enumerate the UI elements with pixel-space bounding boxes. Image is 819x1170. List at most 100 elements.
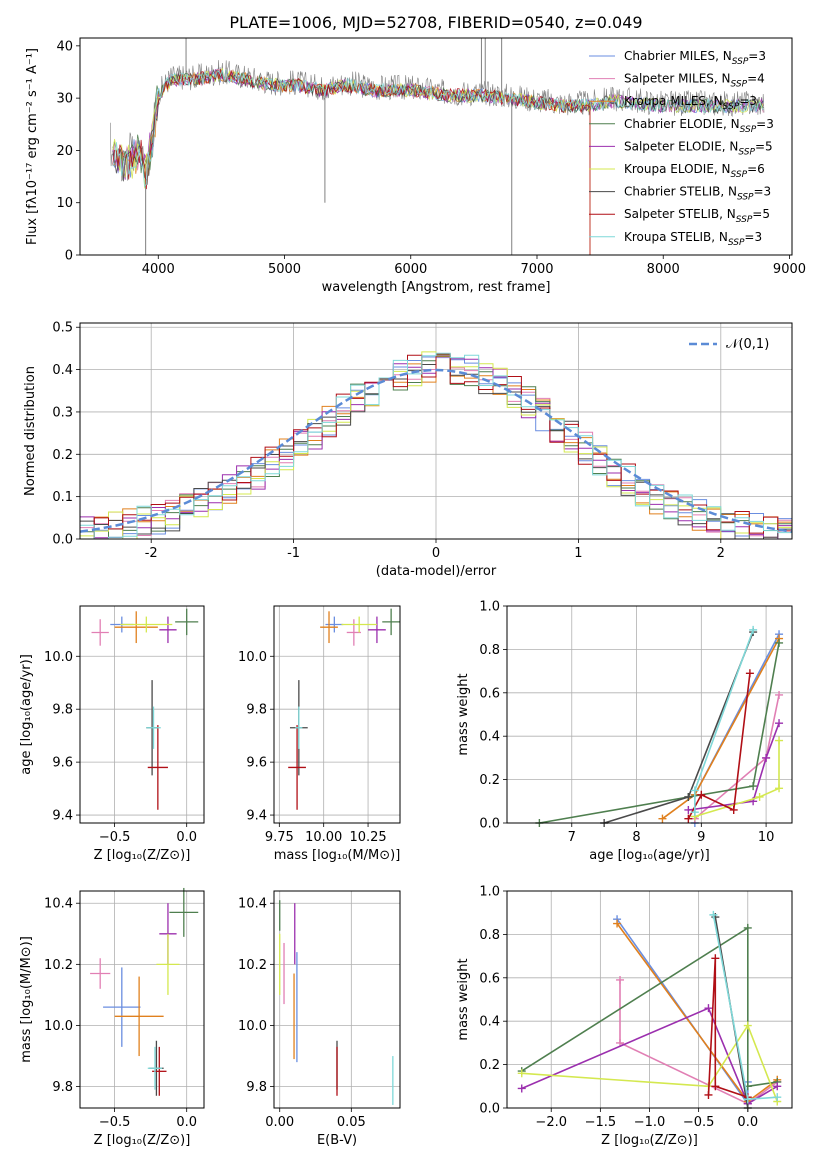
z-massweight-ytick-label: 0.6: [479, 971, 500, 986]
z-massweight-ylabel: mass weight: [456, 958, 471, 1040]
age-massweight-frame: [506, 605, 793, 824]
legend-label-sub: SSP: [731, 170, 748, 180]
legend-label-tail: =5: [752, 207, 770, 221]
ebv-mass-frame: [273, 890, 401, 1109]
legend-label-tail: =6: [747, 162, 765, 176]
age-massweight-marker-4-0: [684, 805, 693, 814]
age-massweight-marker-7-3: [745, 669, 754, 678]
z-massweight-marker-4-1: [704, 1004, 713, 1013]
legend-label-sub: SSP: [738, 147, 755, 157]
residual-ylabel: Normed distribution: [23, 366, 38, 496]
legend-label-name: Salpeter STELIB, N: [624, 207, 736, 221]
age-massweight-marker-5-1: [755, 792, 764, 801]
residual-histogram-7: [80, 353, 792, 539]
spectrum-panel: 4000 5000 6000 7000 8000 9000 0 10 20 30 40 wavelen…: [25, 37, 806, 295]
legend-label-sub: SSP: [736, 215, 753, 225]
z-massweight-marker-8-0: [709, 910, 718, 919]
legend-label-tail: =3: [748, 49, 766, 63]
mass-age-ytick-label: 10.0: [238, 650, 267, 665]
mass-age-ytick-label: 9.6: [246, 756, 267, 771]
z-massweight-xtick-label: −1.0: [634, 1115, 666, 1130]
age-massweight-marker-8-2: [749, 625, 758, 634]
z-massweight-ytick-label: 0.0: [479, 1102, 500, 1117]
legend-label-tail: =5: [755, 139, 773, 153]
residual-steps: [80, 351, 792, 539]
age-massweight-marker-3-2: [749, 782, 758, 791]
z-massweight-marker-7-1: [711, 954, 720, 963]
residual-histogram-8: [80, 352, 792, 539]
age-massweight-series-4: [688, 722, 780, 811]
z-massweight-marker-4-3: [773, 1082, 782, 1091]
legend-label-name: Salpeter MILES, N: [624, 72, 731, 86]
z-massweight-ytick-label: 1.0: [479, 885, 500, 900]
z-massweight-ytick-label: 0.4: [479, 1015, 500, 1030]
legend-label-5: Kroupa ELODIE, NSSP=6: [624, 162, 765, 180]
residual-xtick-label: 2: [717, 546, 725, 561]
spectrum-lines: [110, 38, 765, 255]
spectrum-xtick-label: 9000: [773, 262, 806, 277]
z-massweight-ytick-label: 0.2: [479, 1058, 500, 1073]
legend-label-8: Kroupa STELIB, NSSP=3: [624, 230, 762, 248]
mass-age-frame: [273, 605, 401, 824]
residual-xtick-label: 0: [432, 546, 440, 561]
mass-age-xtick-label: 10.00: [305, 830, 342, 845]
age-massweight-xtick-label: 8: [632, 830, 640, 845]
residual-xtick-label: 1: [574, 546, 582, 561]
age-massweight-marker-7-0: [684, 814, 693, 823]
z-massweight-frame: [506, 890, 793, 1109]
legend-label-tail: =3: [744, 230, 762, 244]
residual-ytick-label: 0.5: [52, 321, 73, 336]
legend-label-tail: =3: [739, 94, 757, 108]
z-massweight-marker-5-2: [743, 1021, 752, 1030]
ebv-mass-panel: 0.00 0.05 9.8 10.0 10.2 10.4 E(B-V): [238, 890, 401, 1148]
legend-label-4: Salpeter ELODIE, NSSP=5: [624, 139, 773, 157]
z-massweight-marker-7-0: [704, 1090, 713, 1099]
legend-label-6: Chabrier STELIB, NSSP=3: [624, 185, 771, 203]
z-age-ytick-label: 9.6: [52, 756, 73, 771]
z-massweight-panel: −2.0 −1.5 −1.0 −0.5 0.0 0.0 0.2 0.4 0.6 0.8 1.0 Z […: [456, 885, 793, 1148]
legend-label-sub: SSP: [732, 57, 749, 67]
z-massweight-series-7: [707, 958, 749, 1098]
age-massweight-xtick-label: 7: [568, 830, 576, 845]
mass-age-xtick-label: 9.75: [265, 830, 294, 845]
mass-age-xtick-label: 10.25: [349, 830, 386, 845]
spectrum-xtick-label: 6000: [394, 262, 427, 277]
z-massweight-marker-3-1: [743, 923, 752, 932]
z-massweight-xtick-label: −2.0: [535, 1115, 567, 1130]
z-massweight-marker-1-0: [616, 975, 625, 984]
z-massweight-marker-7-2: [711, 1082, 720, 1091]
z-mass-frame: [79, 890, 205, 1109]
age-massweight-ytick-label: 0.2: [479, 773, 500, 788]
residual-xtick-label: -2: [145, 546, 158, 561]
mass-age-ytick-label: 9.8: [246, 703, 267, 718]
z-mass-ylabel: mass [log₁₀(M/M⊙)]: [19, 936, 34, 1063]
z-mass-xlabel: Z [log₁₀(Z/Z⊙)]: [94, 1133, 191, 1148]
z-massweight-series-3: [521, 926, 778, 1088]
z-massweight-xtick-label: 0.0: [737, 1115, 758, 1130]
spectrum-model-8: [112, 69, 764, 188]
age-massweight-series-3: [539, 642, 780, 824]
legend-label-7: Salpeter STELIB, NSSP=5: [624, 207, 770, 225]
age-massweight-marker-4-3: [775, 719, 784, 728]
age-massweight-marker-8-0: [690, 808, 699, 817]
legend-label-name: Kroupa STELIB, N: [624, 230, 728, 244]
z-massweight-series-5: [521, 1023, 779, 1102]
age-massweight-marker-7-2: [729, 805, 738, 814]
age-massweight-marker-2-0: [658, 814, 667, 823]
age-massweight-xtick-label: 10: [758, 830, 775, 845]
age-massweight-marker-8-1: [690, 786, 699, 795]
z-mass-xtick-label: 0.0: [176, 1115, 197, 1130]
legend-label-0: Chabrier MILES, NSSP=3: [624, 49, 766, 67]
residual-legend-label: 𝒩(0,1): [726, 337, 769, 352]
ebv-mass-ytick-label: 10.2: [238, 958, 267, 973]
ebv-mass-xtick-label: 0.05: [337, 1115, 366, 1130]
z-age-xtick-label: 0.0: [176, 830, 197, 845]
z-mass-xtick-label: −0.5: [99, 1115, 131, 1130]
legend-label-name: Kroupa ELODIE, N: [624, 162, 731, 176]
z-massweight-marker-8-1: [743, 1095, 752, 1104]
ebv-mass-ytick-label: 10.4: [238, 897, 267, 912]
age-massweight-marker-7-1: [697, 790, 706, 799]
age-massweight-marker-6-1: [684, 792, 693, 801]
legend-label-3: Chabrier ELODIE, NSSP=3: [624, 117, 774, 135]
